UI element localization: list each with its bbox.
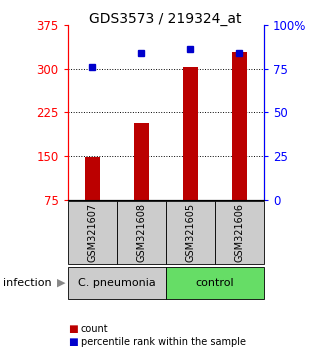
Text: ■: ■ [68,324,78,333]
Text: ■: ■ [68,337,78,347]
Text: infection: infection [3,278,52,288]
Text: GDS3573 / 219324_at: GDS3573 / 219324_at [89,12,241,27]
Text: ▶: ▶ [57,278,65,288]
Bar [232,52,247,200]
Text: GSM321607: GSM321607 [87,202,97,262]
Text: control: control [196,278,234,288]
Text: percentile rank within the sample: percentile rank within the sample [81,337,246,347]
Text: count: count [81,324,109,333]
Text: GSM321606: GSM321606 [234,203,245,262]
Bar [134,123,148,200]
Text: C. pneumonia: C. pneumonia [78,278,156,288]
Text: GSM321608: GSM321608 [136,203,146,262]
Bar [85,158,100,200]
Bar [183,67,198,200]
Text: GSM321605: GSM321605 [185,202,195,262]
